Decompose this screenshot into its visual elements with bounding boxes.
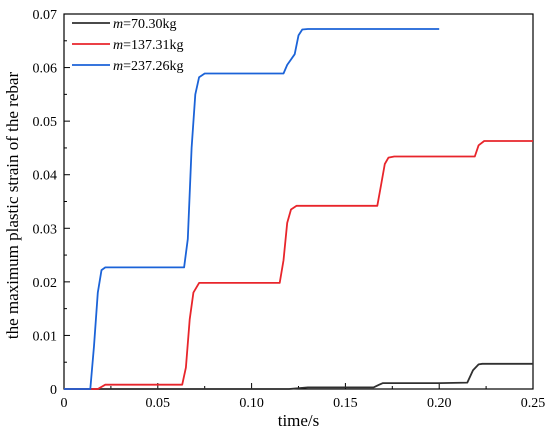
- legend: m=70.30kg m=137.31kg m=237.26kg: [72, 17, 184, 74]
- series-line-3: [64, 28, 440, 390]
- x-tick-label: 0: [61, 396, 68, 411]
- legend-label: m=137.31kg: [113, 38, 184, 53]
- y-tick-label: 0.04: [33, 169, 58, 184]
- y-axis-title: the maximum plastic strain of the rebar: [3, 72, 22, 340]
- y-tick-label: 0.02: [33, 276, 58, 291]
- y-tick-label: 0.05: [33, 115, 58, 130]
- x-tick-label: 0.10: [239, 396, 264, 411]
- x-tick-label: 0.25: [521, 396, 546, 411]
- legend-label: m=237.26kg: [113, 59, 184, 74]
- series-line-1: [64, 362, 533, 390]
- y-tick-label: 0: [50, 383, 57, 398]
- series-line-2: [64, 140, 533, 390]
- series-lines: [64, 28, 533, 390]
- x-tick-label: 0.15: [333, 396, 358, 411]
- y-tick-label: 0.06: [33, 62, 58, 77]
- y-tick-label: 0.01: [33, 329, 58, 344]
- x-axis-title: time/s: [278, 411, 320, 430]
- legend-label: m=70.30kg: [113, 17, 177, 32]
- x-tick-label: 0.05: [146, 396, 171, 411]
- x-tick-label: 0.20: [427, 396, 452, 411]
- y-tick-label: 0.07: [33, 8, 58, 23]
- y-tick-label: 0.03: [33, 222, 58, 237]
- axes: 0 0.05 0.10 0.15 0.20 0.25 0 0.01 0.02 0.03 0.04 0.…: [33, 8, 546, 411]
